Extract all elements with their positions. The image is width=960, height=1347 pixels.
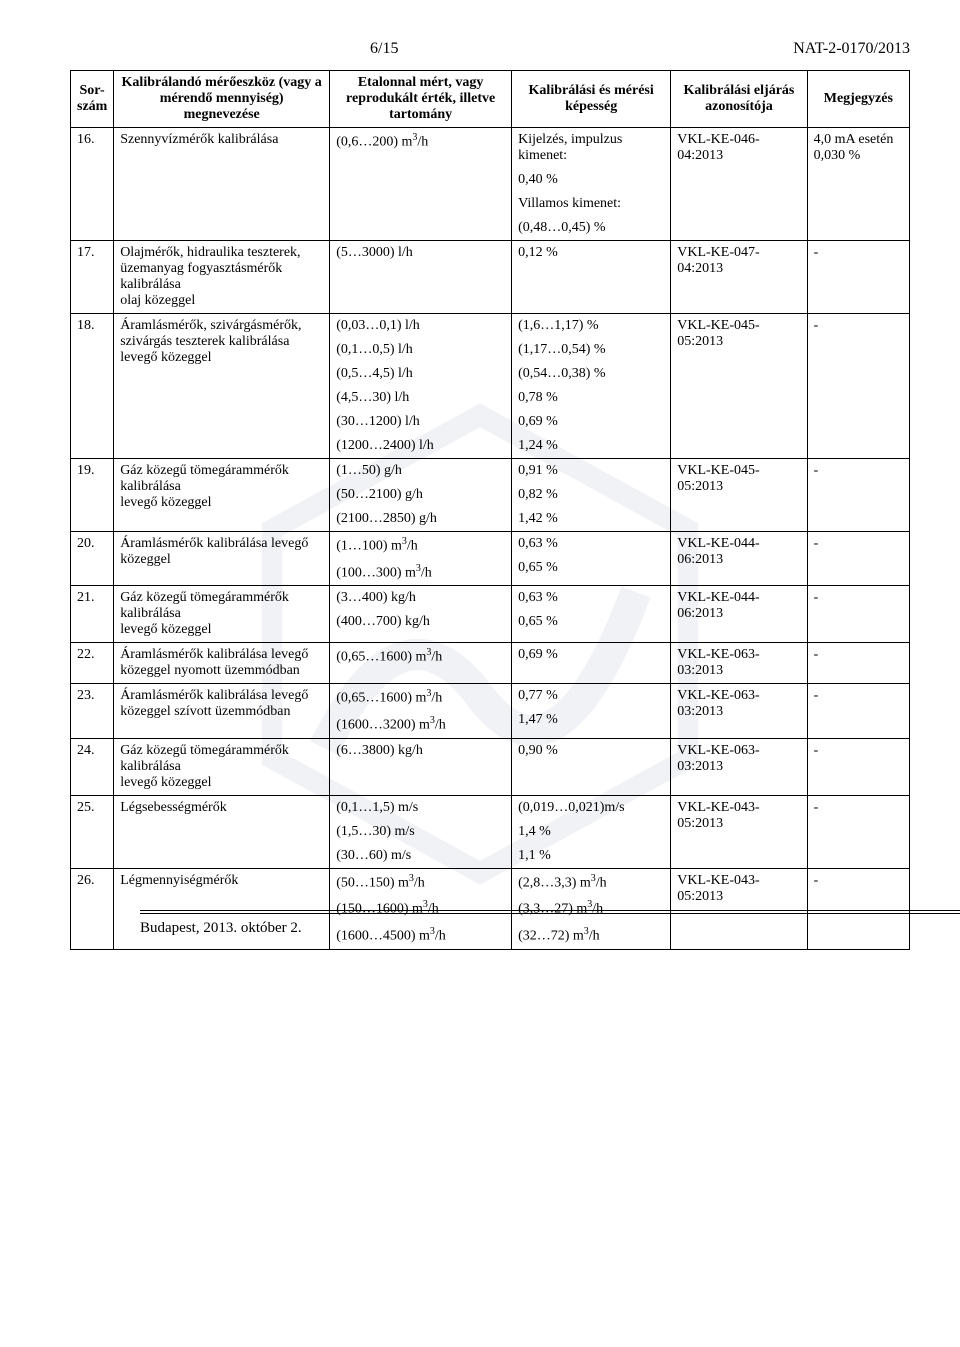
row-kepesseg: Kijelzés, impulzus kimenet:0,40 %Villamo…	[512, 128, 671, 241]
table-row: 24.Gáz közegű tömegárammérők kalibrálása…	[71, 738, 910, 795]
table-row: 16.Szennyvízmérők kalibrálása(0,6…200) m…	[71, 128, 910, 241]
col-etalon: Etalonnal mért, vagy reprodukált érték, …	[330, 71, 512, 128]
row-name: Légsebességmérők	[114, 795, 330, 868]
row-megjegyzes: -	[807, 459, 909, 532]
row-kepesseg: (0,019…0,021)m/s 1,4 %1,1 %	[512, 795, 671, 868]
row-eljaras: VKL-KE-043-05:2013	[671, 795, 807, 868]
col-sorszam: Sor-szám	[71, 71, 114, 128]
table-row: 25.Légsebességmérők(0,1…1,5) m/s(1,5…30)…	[71, 795, 910, 868]
col-megnevezes: Kalibrálandó mérőeszköz (vagy a mérendő …	[114, 71, 330, 128]
row-name: Olajmérők, hidraulika teszterek, üzemany…	[114, 241, 330, 314]
row-eljaras: VKL-KE-063-03:2013	[671, 684, 807, 738]
row-number: 20.	[71, 532, 114, 586]
calibration-table: Sor-szám Kalibrálandó mérőeszköz (vagy a…	[70, 70, 910, 950]
row-kepesseg: 0,90 %	[512, 738, 671, 795]
row-eljaras: VKL-KE-045-05:2013	[671, 314, 807, 459]
table-row: 19.Gáz közegű tömegárammérők kalibrálása…	[71, 459, 910, 532]
row-kepesseg: 0,69 %	[512, 643, 671, 684]
row-name: Áramlásmérők kalibrálása levegő közeggel…	[114, 684, 330, 738]
row-eljaras: VKL-KE-045-05:2013	[671, 459, 807, 532]
row-name: Áramlásmérők, szivárgásmérők, szivárgás …	[114, 314, 330, 459]
row-kepesseg: 0,12 %	[512, 241, 671, 314]
doc-id: NAT-2-0170/2013	[793, 40, 910, 58]
row-megjegyzes: -	[807, 795, 909, 868]
row-etalon: (0,65…1600) m3/h(1600…3200) m3/h	[330, 684, 512, 738]
row-megjegyzes: 4,0 mA esetén 0,030 %	[807, 128, 909, 241]
table-row: 17.Olajmérők, hidraulika teszterek, üzem…	[71, 241, 910, 314]
row-etalon: (1…50) g/h(50…2100) g/h(2100…2850) g/h	[330, 459, 512, 532]
table-row: 20.Áramlásmérők kalibrálása levegő közeg…	[71, 532, 910, 586]
row-etalon: (0,1…1,5) m/s(1,5…30) m/s(30…60) m/s	[330, 795, 512, 868]
row-kepesseg: 0,63 %0,65 %	[512, 586, 671, 643]
row-name: Szennyvízmérők kalibrálása	[114, 128, 330, 241]
row-megjegyzes: -	[807, 532, 909, 586]
table-row: 18.Áramlásmérők, szivárgásmérők, szivárg…	[71, 314, 910, 459]
row-eljaras: VKL-KE-063-03:2013	[671, 738, 807, 795]
row-etalon: (0,6…200) m3/h	[330, 128, 512, 241]
row-megjegyzes: -	[807, 314, 909, 459]
row-number: 22.	[71, 643, 114, 684]
row-megjegyzes: -	[807, 586, 909, 643]
table-row: 23.Áramlásmérők kalibrálása levegő közeg…	[71, 684, 910, 738]
row-number: 23.	[71, 684, 114, 738]
row-megjegyzes: -	[807, 684, 909, 738]
table-header-row: Sor-szám Kalibrálandó mérőeszköz (vagy a…	[71, 71, 910, 128]
row-kepesseg: 0,77 %1,47 %	[512, 684, 671, 738]
row-megjegyzes: -	[807, 738, 909, 795]
row-number: 16.	[71, 128, 114, 241]
row-number: 26.	[71, 868, 114, 949]
row-number: 24.	[71, 738, 114, 795]
row-etalon: (5…3000) l/h	[330, 241, 512, 314]
row-name: Áramlásmérők kalibrálása levegő közeggel	[114, 532, 330, 586]
col-kepesseg: Kalibrálási és mérési képesség	[512, 71, 671, 128]
row-number: 18.	[71, 314, 114, 459]
row-kepesseg: 0,91 %0,82 %1,42 %	[512, 459, 671, 532]
page-header: 6/15 NAT-2-0170/2013	[70, 40, 910, 58]
row-etalon: (1…100) m3/h(100…300) m3/h	[330, 532, 512, 586]
row-number: 17.	[71, 241, 114, 314]
table-body: 16.Szennyvízmérők kalibrálása(0,6…200) m…	[71, 128, 910, 950]
page-number: 6/15	[370, 40, 398, 58]
row-name: Áramlásmérők kalibrálása levegő közeggel…	[114, 643, 330, 684]
row-kepesseg: (1,6…1,17) %(1,17…0,54) %(0,54…0,38) %0,…	[512, 314, 671, 459]
row-eljaras: VKL-KE-047-04:2013	[671, 241, 807, 314]
row-etalon: (0,65…1600) m3/h	[330, 643, 512, 684]
row-name: Gáz közegű tömegárammérők kalibrálásalev…	[114, 586, 330, 643]
row-megjegyzes: -	[807, 643, 909, 684]
footer-text: Budapest, 2013. október 2.	[140, 920, 302, 936]
row-number: 21.	[71, 586, 114, 643]
row-eljaras: VKL-KE-063-03:2013	[671, 643, 807, 684]
row-eljaras: VKL-KE-046-04:2013	[671, 128, 807, 241]
table-row: 21.Gáz közegű tömegárammérők kalibrálása…	[71, 586, 910, 643]
row-eljaras: VKL-KE-044-06:2013	[671, 532, 807, 586]
page-footer: Budapest, 2013. október 2.	[140, 910, 960, 937]
row-name: Gáz közegű tömegárammérők kalibrálásalev…	[114, 738, 330, 795]
row-etalon: (0,03…0,1) l/h(0,1…0,5) l/h(0,5…4,5) l/h…	[330, 314, 512, 459]
row-etalon: (6…3800) kg/h	[330, 738, 512, 795]
row-megjegyzes: -	[807, 241, 909, 314]
document-page: 6/15 NAT-2-0170/2013 Sor-szám Kalibrálan…	[0, 0, 960, 1287]
row-etalon: (3…400) kg/h(400…700) kg/h	[330, 586, 512, 643]
table-row: 22.Áramlásmérők kalibrálása levegő közeg…	[71, 643, 910, 684]
row-number: 25.	[71, 795, 114, 868]
row-eljaras: VKL-KE-044-06:2013	[671, 586, 807, 643]
col-megjegyzes: Megjegyzés	[807, 71, 909, 128]
col-eljaras: Kalibrálási eljárás azonosítója	[671, 71, 807, 128]
row-name: Gáz közegű tömegárammérők kalibrálásalev…	[114, 459, 330, 532]
row-number: 19.	[71, 459, 114, 532]
row-kepesseg: 0,63 %0,65 %	[512, 532, 671, 586]
